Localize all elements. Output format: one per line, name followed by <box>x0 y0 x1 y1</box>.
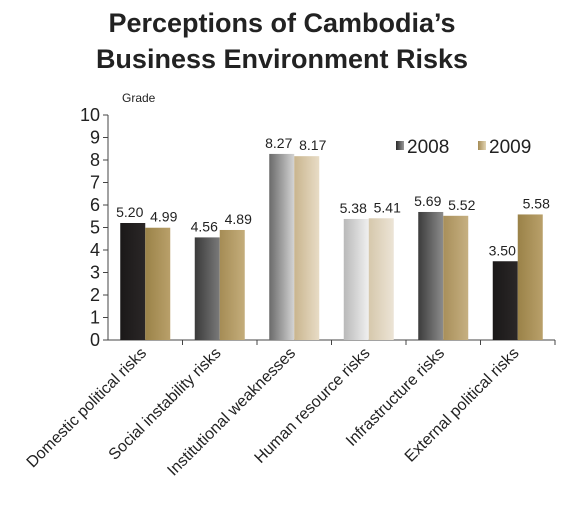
chart-title-line-1: Perceptions of Cambodia’s <box>108 8 456 38</box>
data-label-2008-5: 3.50 <box>489 242 516 258</box>
bar-2009-0 <box>145 227 171 340</box>
bar-2008-1 <box>194 237 220 340</box>
legend-swatch-2009 <box>478 141 486 150</box>
data-label-2008-2: 8.27 <box>265 135 292 151</box>
data-label-2009-3: 5.41 <box>374 199 401 215</box>
y-axis-label: Grade <box>122 91 156 105</box>
data-label-2008-4: 5.69 <box>414 193 441 209</box>
y-tick-label: 6 <box>90 195 100 215</box>
bar-2008-0 <box>120 223 146 340</box>
x-tick-label: Institutional weaknesses <box>164 345 299 480</box>
chart-title-line-2: Business Environment Risks <box>95 44 469 74</box>
data-label-2008-1: 4.56 <box>191 218 218 234</box>
bar-2009-5 <box>517 214 543 340</box>
bar-2009-2 <box>294 156 320 340</box>
bar-2009-3 <box>368 218 394 340</box>
bar-2009-4 <box>443 215 469 340</box>
data-label-2008-3: 5.38 <box>340 200 367 216</box>
data-label-2009-4: 5.52 <box>448 197 475 213</box>
y-tick-label: 2 <box>90 285 100 305</box>
bar-2008-2 <box>269 153 295 340</box>
legend-label-2009: 2009 <box>489 137 531 158</box>
legend-label-2008: 2008 <box>407 137 449 158</box>
data-label-2009-0: 4.99 <box>150 209 177 225</box>
data-label-2009-1: 4.89 <box>225 211 252 227</box>
y-tick-label: 7 <box>90 173 100 193</box>
data-label-2009-5: 5.58 <box>523 195 550 211</box>
y-tick-label: 8 <box>90 150 100 170</box>
legend-swatch-2008 <box>396 141 404 150</box>
y-tick-label: 5 <box>90 218 100 238</box>
data-label-2008-0: 5.20 <box>116 204 143 220</box>
bar-2008-3 <box>343 218 369 340</box>
y-tick-label: 3 <box>90 263 100 283</box>
y-tick-label: 0 <box>90 330 100 350</box>
bar-2008-4 <box>418 211 444 340</box>
bar-2009-1 <box>219 229 245 340</box>
y-tick-label: 4 <box>90 240 100 260</box>
bar-2008-5 <box>492 261 518 340</box>
x-tick-label: Domestic political risks <box>24 345 150 471</box>
y-tick-label: 9 <box>90 128 100 148</box>
y-tick-label: 10 <box>80 105 100 125</box>
y-tick-label: 1 <box>90 308 100 328</box>
data-label-2009-2: 8.17 <box>299 137 326 153</box>
